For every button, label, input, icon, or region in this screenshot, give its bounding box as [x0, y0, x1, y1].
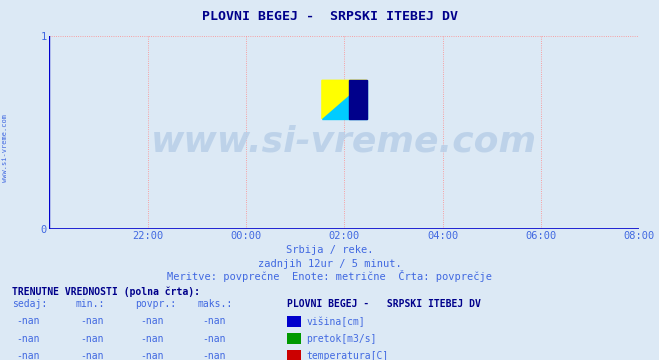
Text: -nan: -nan	[140, 316, 163, 327]
Text: višina[cm]: višina[cm]	[306, 316, 365, 327]
Text: -nan: -nan	[202, 351, 226, 360]
Text: PLOVNI BEGEJ -   SRPSKI ITEBEJ DV: PLOVNI BEGEJ - SRPSKI ITEBEJ DV	[287, 299, 480, 309]
Text: maks.:: maks.:	[198, 299, 233, 309]
Text: temperatura[C]: temperatura[C]	[306, 351, 389, 360]
Text: -nan: -nan	[202, 316, 226, 327]
Text: www.si-vreme.com: www.si-vreme.com	[152, 125, 537, 159]
Text: Meritve: povprečne  Enote: metrične  Črta: povprečje: Meritve: povprečne Enote: metrične Črta:…	[167, 270, 492, 283]
Text: -nan: -nan	[16, 316, 40, 327]
Text: sedaj:: sedaj:	[12, 299, 47, 309]
Text: -nan: -nan	[80, 334, 104, 344]
Text: -nan: -nan	[16, 351, 40, 360]
Text: -nan: -nan	[140, 334, 163, 344]
Text: PLOVNI BEGEJ -  SRPSKI ITEBEJ DV: PLOVNI BEGEJ - SRPSKI ITEBEJ DV	[202, 10, 457, 23]
Text: -nan: -nan	[80, 316, 104, 327]
Text: -nan: -nan	[16, 334, 40, 344]
Text: -nan: -nan	[140, 351, 163, 360]
Text: TRENUTNE VREDNOSTI (polna črta):: TRENUTNE VREDNOSTI (polna črta):	[12, 286, 200, 297]
Text: povpr.:: povpr.:	[135, 299, 176, 309]
Text: -nan: -nan	[202, 334, 226, 344]
Text: min.:: min.:	[76, 299, 105, 309]
Text: www.si-vreme.com: www.si-vreme.com	[1, 114, 8, 181]
Polygon shape	[349, 80, 367, 119]
Polygon shape	[322, 80, 367, 119]
Text: -nan: -nan	[80, 351, 104, 360]
Text: Srbija / reke.: Srbija / reke.	[286, 245, 373, 255]
Polygon shape	[322, 80, 367, 119]
Text: pretok[m3/s]: pretok[m3/s]	[306, 334, 377, 344]
Text: zadnjih 12ur / 5 minut.: zadnjih 12ur / 5 minut.	[258, 258, 401, 269]
